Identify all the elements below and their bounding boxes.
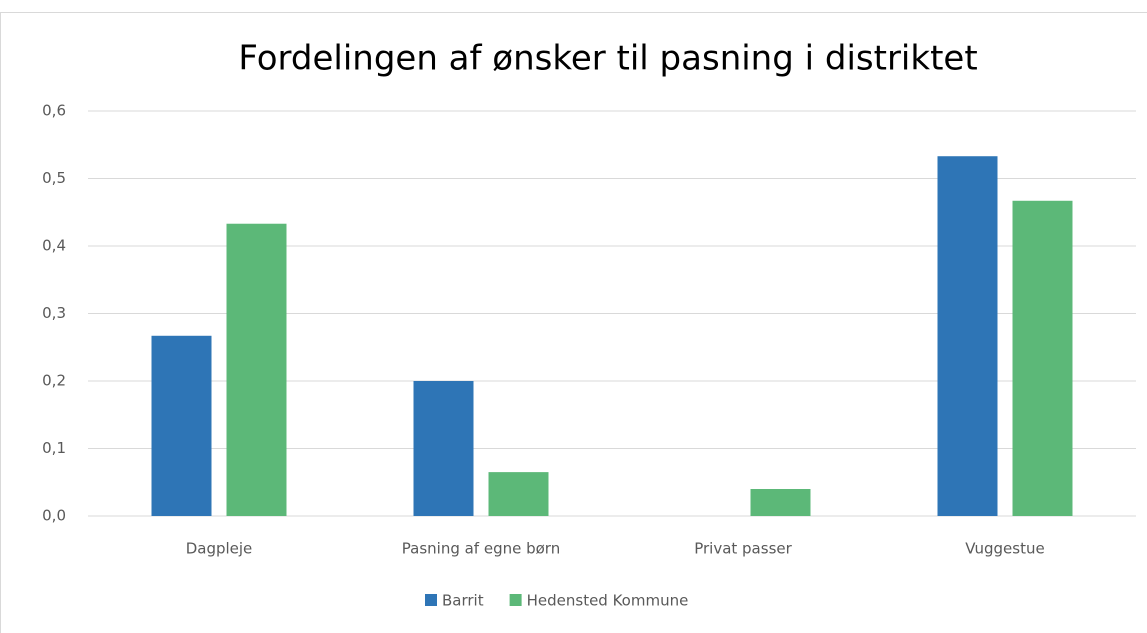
bar — [750, 489, 811, 516]
x-tick-label: Dagpleje — [186, 540, 253, 558]
x-tick-label: Pasning af egne børn — [402, 540, 560, 558]
bar — [937, 156, 998, 516]
legend-swatch — [425, 594, 437, 606]
legend-label: Barrit — [442, 592, 484, 610]
bar — [413, 381, 474, 516]
y-tick-label: 0,5 — [42, 169, 66, 187]
y-tick-label: 0,4 — [42, 237, 66, 255]
y-tick-label: 0,3 — [42, 304, 66, 322]
y-tick-label: 0,0 — [42, 507, 66, 525]
legend-label: Hedensted Kommune — [527, 592, 689, 610]
chart-title: Fordelingen af ønsker til pasning i dist… — [238, 39, 977, 79]
y-tick-label: 0,2 — [42, 372, 66, 390]
bar — [488, 472, 549, 516]
bar — [151, 335, 212, 516]
bar — [1012, 200, 1073, 516]
y-tick-label: 0,6 — [42, 102, 66, 120]
legend-swatch — [509, 594, 522, 606]
x-tick-label: Vuggestue — [965, 540, 1044, 558]
y-tick-label: 0,1 — [42, 439, 66, 457]
bar — [226, 223, 287, 516]
x-tick-label: Privat passer — [694, 540, 792, 558]
